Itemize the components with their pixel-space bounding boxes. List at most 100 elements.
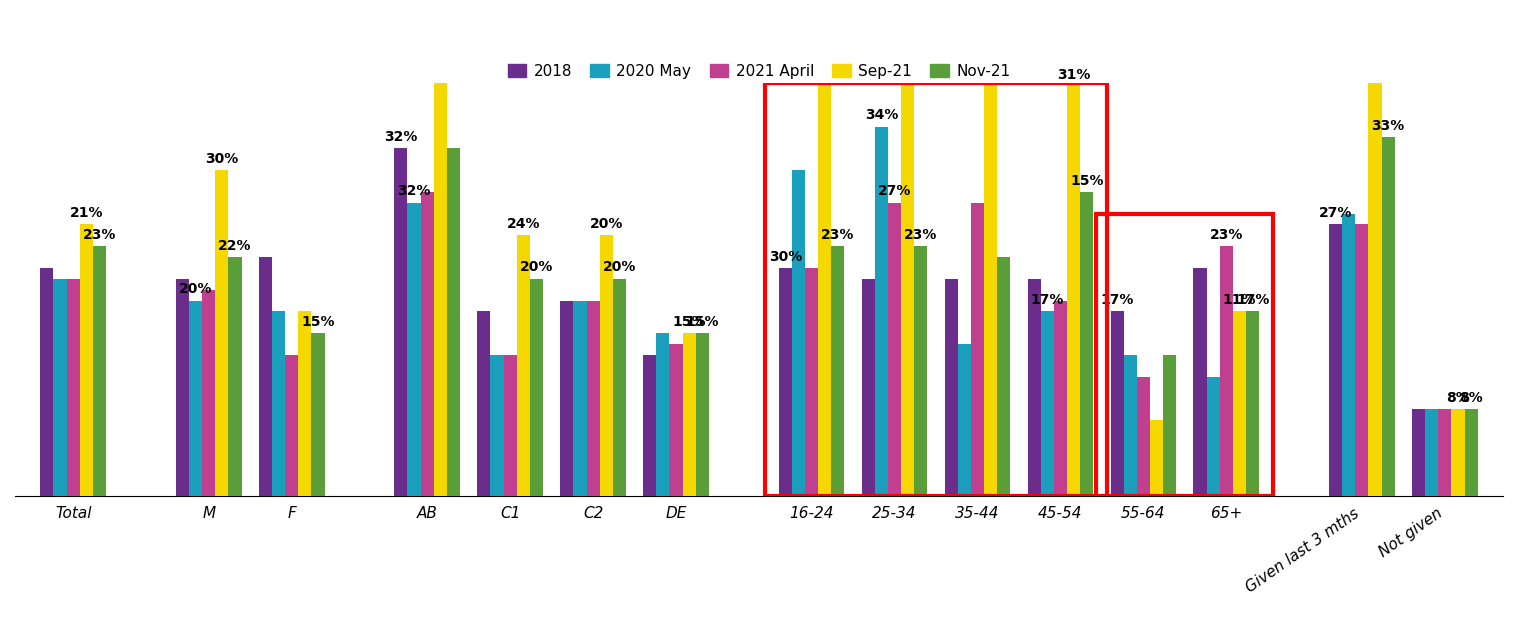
- Bar: [1412, 409, 1425, 497]
- Bar: [1451, 409, 1465, 497]
- Text: 33%: 33%: [1372, 119, 1404, 133]
- Bar: [914, 246, 927, 497]
- Bar: [669, 344, 683, 497]
- Bar: [1207, 377, 1220, 497]
- Bar: [1220, 246, 1233, 497]
- Text: 15%: 15%: [686, 315, 720, 329]
- Text: 15%: 15%: [672, 315, 706, 329]
- Text: 23%: 23%: [905, 228, 938, 242]
- Bar: [958, 344, 972, 497]
- Bar: [1137, 377, 1151, 497]
- Text: 17%: 17%: [1031, 293, 1064, 307]
- Text: 27%: 27%: [1319, 206, 1353, 220]
- Bar: [285, 355, 298, 497]
- Text: 17%: 17%: [1101, 293, 1134, 307]
- Bar: [1381, 138, 1395, 497]
- Bar: [779, 268, 792, 497]
- Bar: [41, 268, 53, 497]
- Bar: [446, 148, 460, 497]
- Text: 23%: 23%: [1210, 228, 1243, 242]
- Bar: [560, 300, 574, 497]
- Text: 20%: 20%: [589, 217, 622, 231]
- Bar: [695, 333, 709, 497]
- Bar: [1368, 40, 1381, 497]
- Text: 11%: 11%: [1222, 293, 1257, 307]
- Text: 20%: 20%: [519, 260, 553, 275]
- Bar: [888, 202, 902, 497]
- Text: 27%: 27%: [877, 184, 911, 198]
- Text: 30%: 30%: [205, 152, 238, 166]
- Bar: [311, 333, 325, 497]
- Text: 32%: 32%: [398, 184, 431, 198]
- Bar: [1425, 409, 1438, 497]
- Bar: [656, 333, 669, 497]
- Bar: [176, 279, 188, 497]
- Bar: [1233, 312, 1246, 497]
- Bar: [984, 0, 997, 497]
- Bar: [1193, 268, 1207, 497]
- Bar: [1330, 224, 1342, 497]
- Text: 23%: 23%: [83, 228, 117, 242]
- Text: 8%: 8%: [1459, 391, 1483, 405]
- Bar: [67, 279, 80, 497]
- Bar: [272, 312, 285, 497]
- Bar: [298, 312, 311, 497]
- Text: 20%: 20%: [603, 260, 636, 275]
- Bar: [1028, 279, 1041, 497]
- Text: 22%: 22%: [219, 239, 252, 253]
- Bar: [574, 300, 586, 497]
- Legend: 2018, 2020 May, 2021 April, Sep-21, Nov-21: 2018, 2020 May, 2021 April, Sep-21, Nov-…: [501, 58, 1017, 85]
- Text: 30%: 30%: [768, 250, 802, 264]
- Bar: [600, 235, 613, 497]
- Bar: [53, 279, 67, 497]
- Bar: [258, 257, 272, 497]
- Bar: [874, 126, 888, 497]
- Bar: [1053, 300, 1067, 497]
- Bar: [530, 279, 543, 497]
- Bar: [516, 235, 530, 497]
- Bar: [395, 148, 407, 497]
- Text: 8%: 8%: [1447, 391, 1469, 405]
- Bar: [644, 355, 656, 497]
- Bar: [1342, 214, 1356, 497]
- Bar: [613, 279, 625, 497]
- Bar: [1111, 312, 1123, 497]
- Text: 23%: 23%: [821, 228, 855, 242]
- Bar: [1438, 409, 1451, 497]
- Bar: [1465, 409, 1477, 497]
- Bar: [832, 246, 844, 497]
- Bar: [997, 257, 1011, 497]
- Text: 21%: 21%: [70, 206, 103, 220]
- Text: 17%: 17%: [1236, 293, 1269, 307]
- Bar: [792, 170, 805, 497]
- Bar: [972, 202, 984, 497]
- Bar: [490, 355, 504, 497]
- Bar: [504, 355, 516, 497]
- Text: 34%: 34%: [865, 108, 899, 122]
- Bar: [862, 279, 874, 497]
- Bar: [434, 0, 446, 497]
- Text: 15%: 15%: [1070, 173, 1104, 188]
- Bar: [765, 83, 1108, 497]
- Bar: [683, 333, 695, 497]
- Bar: [420, 192, 434, 497]
- Bar: [818, 62, 832, 497]
- Text: 24%: 24%: [507, 217, 540, 231]
- Bar: [93, 246, 106, 497]
- Text: 32%: 32%: [384, 130, 417, 144]
- Text: 15%: 15%: [301, 315, 334, 329]
- Bar: [477, 312, 490, 497]
- Bar: [1041, 312, 1053, 497]
- Bar: [188, 300, 202, 497]
- Bar: [586, 300, 600, 497]
- Bar: [1151, 420, 1163, 497]
- Bar: [1081, 192, 1093, 497]
- Bar: [805, 268, 818, 497]
- Bar: [407, 202, 420, 497]
- Bar: [1123, 355, 1137, 497]
- Bar: [1246, 312, 1260, 497]
- Text: 31%: 31%: [1057, 68, 1090, 82]
- Text: 20%: 20%: [179, 282, 213, 297]
- Bar: [1356, 224, 1368, 497]
- Bar: [1067, 62, 1081, 497]
